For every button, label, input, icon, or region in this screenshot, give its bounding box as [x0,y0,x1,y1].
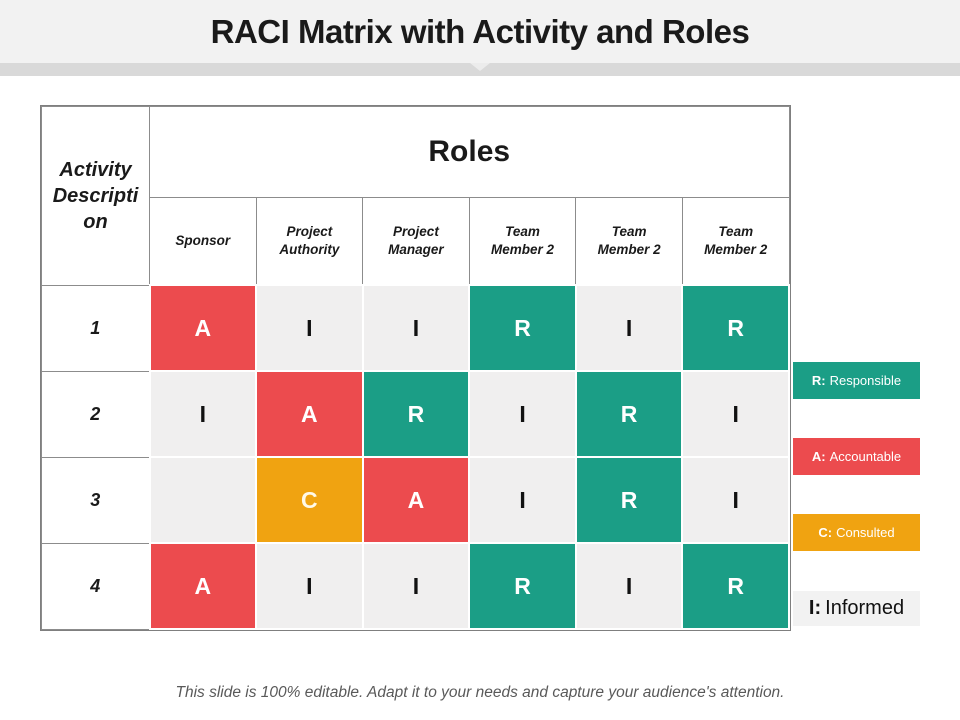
legend-responsible: R: Responsible [793,362,920,399]
legend-key: A: [811,449,826,464]
roles-group-header: Roles [149,106,790,198]
activity-row-label: 4 [41,542,150,630]
raci-cell: R [681,542,790,630]
raci-cell: I [255,542,364,630]
legend-consulted: C: Consulted [793,514,920,551]
raci-cell: C [255,456,364,544]
raci-cell: I [574,542,684,630]
legend-label: Informed [825,597,905,619]
column-header-project-authority: Project Authority [255,197,364,286]
activity-row-label: 3 [41,456,150,544]
raci-cell: R [468,542,577,630]
activity-row-label: 1 [41,284,150,372]
chevron-down-icon [470,63,490,71]
legend-label: Consulted [836,525,895,540]
raci-cell: R [468,284,577,372]
raci-cell [148,456,258,544]
legend-key: R: [811,373,826,388]
legend-accountable: A: Accountable [793,438,920,475]
raci-cell: I [681,370,790,458]
raci-cell: I [148,370,258,458]
raci-cell: I [468,456,577,544]
activity-row-label: 2 [41,370,150,458]
column-header-team-member-3: Team Member 2 [681,197,790,286]
activity-description-header: Activity Description [41,106,150,286]
raci-cell: R [681,284,790,372]
column-header-team-member-1: Team Member 2 [468,197,577,286]
legend-key: I: [808,597,822,619]
page-title: RACI Matrix with Activity and Roles [210,12,750,50]
raci-cell: A [148,542,258,630]
raci-cell: A [148,284,258,372]
raci-cell: I [574,284,684,372]
legend-key: C: [818,525,833,540]
footer-note: This slide is 100% editable. Adapt it to… [175,684,785,701]
raci-cell: R [574,370,684,458]
raci-cell: I [255,284,364,372]
raci-cell: I [468,370,577,458]
raci-cell: I [361,284,471,372]
raci-cell: R [361,370,471,458]
column-header-project-manager: Project Manager [362,197,470,286]
raci-matrix-table: Activity Description Roles Sponsor Proje… [40,105,791,631]
column-header-sponsor: Sponsor [149,197,257,286]
title-band: RACI Matrix with Activity and Roles [0,0,960,63]
column-header-team-member-2: Team Member 2 [575,197,683,286]
raci-cell: I [681,456,790,544]
legend-informed: I: Informed [793,591,920,626]
raci-cell: R [574,456,684,544]
raci-cell: A [361,456,471,544]
raci-cell: I [361,542,471,630]
legend-label: Accountable [829,449,902,464]
divider-bar [0,63,960,76]
legend-label: Responsible [829,373,902,388]
raci-cell: A [255,370,364,458]
